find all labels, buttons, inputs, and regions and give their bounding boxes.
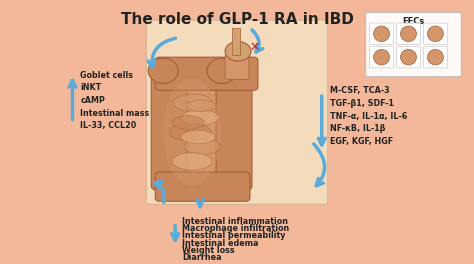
Text: iNKT: iNKT: [81, 83, 102, 92]
Ellipse shape: [173, 94, 213, 112]
Ellipse shape: [181, 110, 219, 125]
Text: TNF-α, IL-1α, IL-6: TNF-α, IL-1α, IL-6: [330, 112, 407, 121]
Circle shape: [428, 49, 443, 65]
Text: TGF-β1, SDF-1: TGF-β1, SDF-1: [330, 99, 394, 108]
FancyBboxPatch shape: [423, 46, 447, 68]
FancyBboxPatch shape: [365, 12, 461, 77]
Circle shape: [401, 49, 417, 65]
Ellipse shape: [172, 153, 212, 170]
Text: The role of GLP-1 RA in IBD: The role of GLP-1 RA in IBD: [120, 12, 354, 27]
Text: Intestinal edema: Intestinal edema: [182, 239, 259, 248]
Text: Goblet cells: Goblet cells: [81, 71, 134, 80]
Text: cAMP: cAMP: [81, 96, 105, 105]
Circle shape: [428, 26, 443, 42]
Ellipse shape: [186, 100, 216, 112]
FancyBboxPatch shape: [370, 46, 393, 68]
FancyBboxPatch shape: [155, 57, 258, 90]
FancyBboxPatch shape: [370, 23, 393, 45]
Text: Weight loss: Weight loss: [182, 246, 235, 255]
Text: Diarrhea: Diarrhea: [182, 253, 222, 262]
Text: ✕: ✕: [250, 41, 260, 54]
Text: M-CSF, TCA-3: M-CSF, TCA-3: [330, 86, 389, 95]
FancyBboxPatch shape: [163, 71, 241, 184]
Ellipse shape: [163, 79, 221, 186]
Circle shape: [401, 26, 417, 42]
FancyBboxPatch shape: [146, 20, 328, 204]
Circle shape: [374, 26, 390, 42]
Ellipse shape: [184, 139, 220, 154]
FancyBboxPatch shape: [225, 54, 249, 79]
Text: Intestinal inflammation: Intestinal inflammation: [182, 217, 288, 226]
Text: EECs: EECs: [402, 17, 425, 26]
Ellipse shape: [225, 42, 251, 61]
Text: IL-33, CCL20: IL-33, CCL20: [81, 121, 137, 130]
FancyBboxPatch shape: [397, 23, 420, 45]
Text: Intestinal permeability: Intestinal permeability: [182, 232, 286, 241]
Text: Intestinal mass: Intestinal mass: [81, 109, 150, 118]
FancyBboxPatch shape: [397, 46, 420, 68]
Ellipse shape: [169, 123, 211, 141]
FancyBboxPatch shape: [216, 65, 252, 190]
Bar: [232, 28, 240, 55]
Text: EGF, KGF, HGF: EGF, KGF, HGF: [330, 137, 393, 146]
Ellipse shape: [172, 116, 204, 129]
Text: Macrophage infiltration: Macrophage infiltration: [182, 224, 290, 233]
FancyBboxPatch shape: [155, 172, 250, 201]
Ellipse shape: [207, 58, 237, 83]
Circle shape: [374, 49, 390, 65]
Ellipse shape: [181, 130, 215, 144]
Text: NF-κB, IL-1β: NF-κB, IL-1β: [330, 124, 385, 133]
Ellipse shape: [148, 58, 178, 83]
FancyBboxPatch shape: [423, 23, 447, 45]
FancyBboxPatch shape: [151, 65, 187, 190]
